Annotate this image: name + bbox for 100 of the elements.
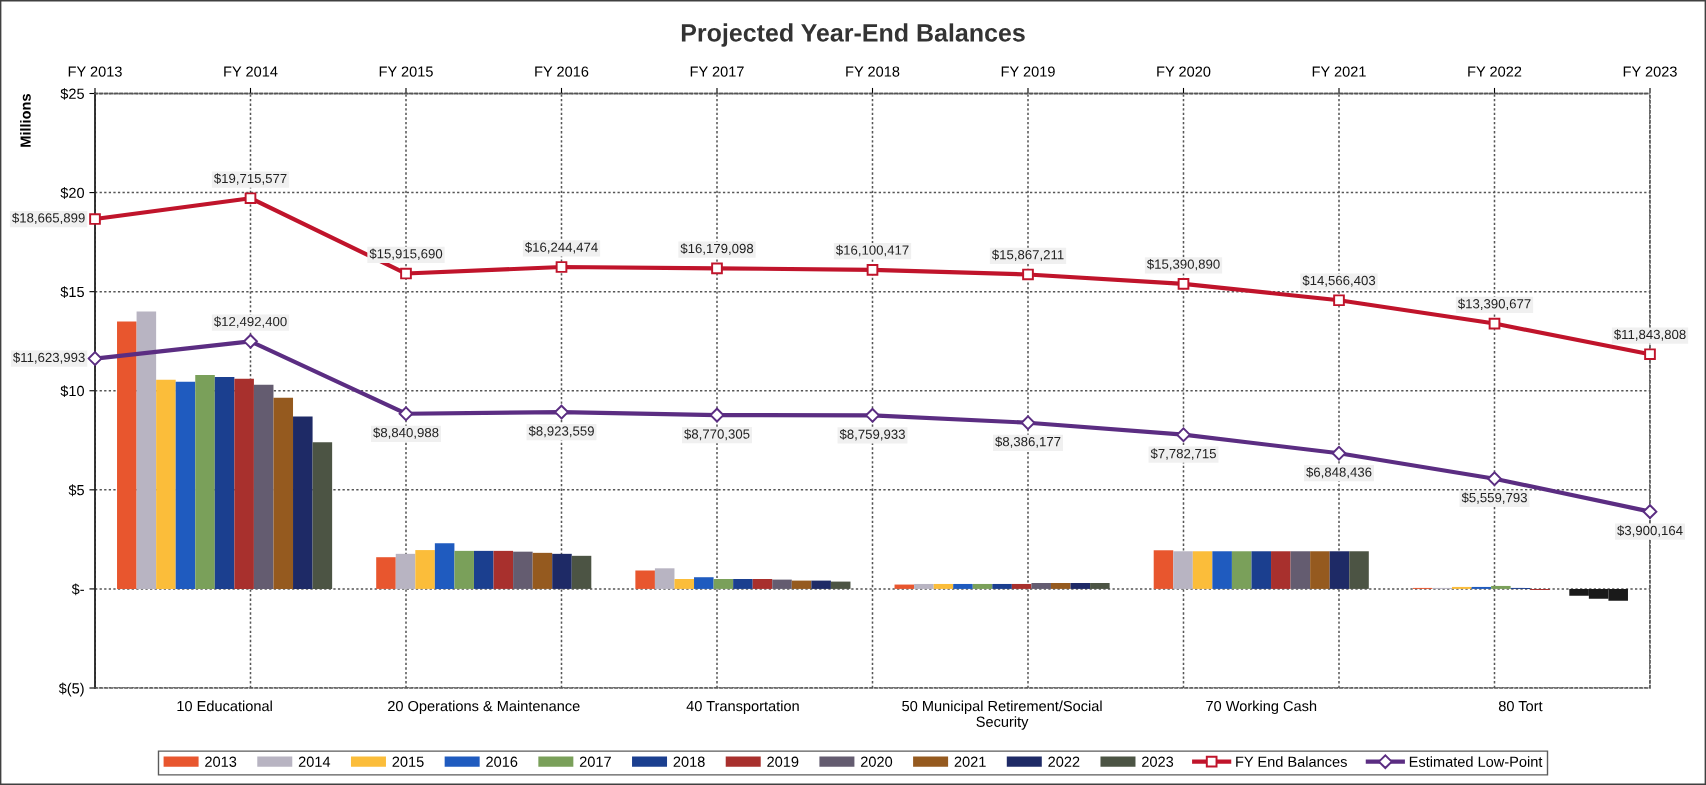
- point: [243, 334, 258, 349]
- legend-label: 2019: [767, 756, 799, 767]
- point: [555, 261, 568, 273]
- legend-label: 2014: [298, 756, 331, 767]
- bar: [1231, 551, 1252, 589]
- bar: [1329, 551, 1350, 589]
- y-tick-label: $10: [60, 385, 85, 398]
- point: [1333, 294, 1345, 307]
- bar: [493, 550, 514, 589]
- bar: [674, 579, 695, 589]
- bar: [914, 583, 934, 589]
- point: [244, 192, 257, 205]
- data-label: $12,492,400: [213, 316, 287, 328]
- x-tick-label: FY 2022: [1468, 66, 1522, 77]
- bar: [752, 579, 773, 589]
- data-label: $15,915,690: [369, 248, 443, 260]
- data-label: $15,867,211: [991, 249, 1064, 261]
- bar: [1011, 583, 1032, 589]
- data-label: $15,390,890: [1146, 258, 1220, 271]
- data-label: $6,848,436: [1306, 466, 1372, 479]
- legend-label: 2017: [579, 756, 611, 767]
- bar: [772, 579, 792, 589]
- x-tick-label: 20 Operations & Maintenance: [388, 700, 580, 715]
- bar: [1310, 551, 1330, 589]
- legend-label: 2013: [205, 756, 237, 767]
- legend-label: FY End Balances: [1236, 756, 1347, 767]
- x-tick-label: 50 Municipal Retirement/Social Security: [902, 700, 1102, 730]
- bar: [253, 384, 274, 589]
- bar: [376, 557, 396, 589]
- y-tick-label: $5: [68, 484, 84, 497]
- bar: [532, 552, 553, 589]
- y-axis-title: Millions: [20, 94, 31, 147]
- data-label: $18,665,899: [12, 212, 85, 225]
- data-label: $16,179,098: [680, 243, 754, 255]
- chart-title: Projected Year-End Balances: [681, 23, 1025, 47]
- data-label: $13,390,677: [1457, 298, 1531, 311]
- bar: [811, 580, 831, 589]
- bar: [1090, 582, 1110, 589]
- point: [398, 406, 414, 422]
- point: [400, 267, 412, 280]
- x-tick-label: FY 2019: [1001, 66, 1055, 77]
- bar: [312, 442, 333, 589]
- bar: [175, 381, 196, 589]
- data-label: $14,566,403: [1302, 275, 1376, 287]
- bar: [136, 311, 157, 589]
- point: [866, 264, 879, 276]
- bar: [1153, 550, 1174, 589]
- x-tick-label: FY 2021: [1312, 66, 1366, 77]
- x-tick-label: 80 Tort: [1498, 700, 1543, 712]
- point: [1176, 427, 1191, 443]
- legend-label: 2022: [1048, 756, 1080, 767]
- bar: [1192, 551, 1213, 589]
- bar: [972, 583, 993, 589]
- point: [709, 407, 725, 423]
- y-tick-label: $-: [71, 583, 84, 596]
- data-label: $8,759,933: [839, 429, 905, 441]
- bar: [953, 583, 973, 589]
- bar: [654, 568, 675, 589]
- bar: [552, 553, 572, 589]
- data-label: $11,843,808: [1613, 329, 1686, 341]
- x-tick-label: FY 2023: [1623, 66, 1677, 77]
- bar: [214, 376, 235, 589]
- data-label: $8,923,559: [528, 425, 594, 438]
- point: [1020, 415, 1036, 431]
- legend-label: 2023: [1142, 756, 1174, 767]
- x-tick-label: FY 2018: [846, 66, 900, 77]
- point: [1177, 278, 1190, 290]
- data-label: $16,100,417: [835, 244, 909, 257]
- bar: [791, 580, 812, 589]
- point: [865, 407, 880, 423]
- point: [1488, 317, 1501, 330]
- bar: [1050, 582, 1071, 589]
- x-tick-label: 70 Working Cash: [1206, 700, 1317, 715]
- data-label: $5,559,793: [1461, 492, 1527, 504]
- bar: [1271, 551, 1291, 589]
- x-tick-label: 40 Transportation: [686, 700, 799, 715]
- bar: [992, 583, 1012, 589]
- bar: [454, 550, 474, 589]
- bar: [415, 550, 435, 589]
- x-tick-label: FY 2017: [690, 66, 744, 77]
- data-label: $11,623,993: [13, 352, 85, 364]
- data-label: $3,900,164: [1617, 525, 1683, 537]
- data-label: $8,386,177: [995, 436, 1061, 448]
- bar: [1491, 585, 1511, 589]
- bar: [395, 553, 416, 589]
- point: [554, 404, 569, 420]
- data-label: $16,244,474: [524, 242, 598, 254]
- bar: [933, 583, 954, 589]
- bar: [830, 581, 851, 589]
- bar: [293, 416, 313, 589]
- data-label: $19,715,577: [213, 173, 287, 185]
- bar: [273, 397, 294, 589]
- point: [87, 351, 103, 366]
- legend-label: 2021: [954, 756, 986, 767]
- legend-label: 2015: [392, 756, 424, 767]
- bar: [1070, 582, 1091, 589]
- data-label: $8,840,988: [373, 427, 439, 439]
- bar: [434, 543, 455, 589]
- x-tick-label: FY 2013: [68, 66, 122, 77]
- data-label: $7,782,715: [1150, 448, 1216, 460]
